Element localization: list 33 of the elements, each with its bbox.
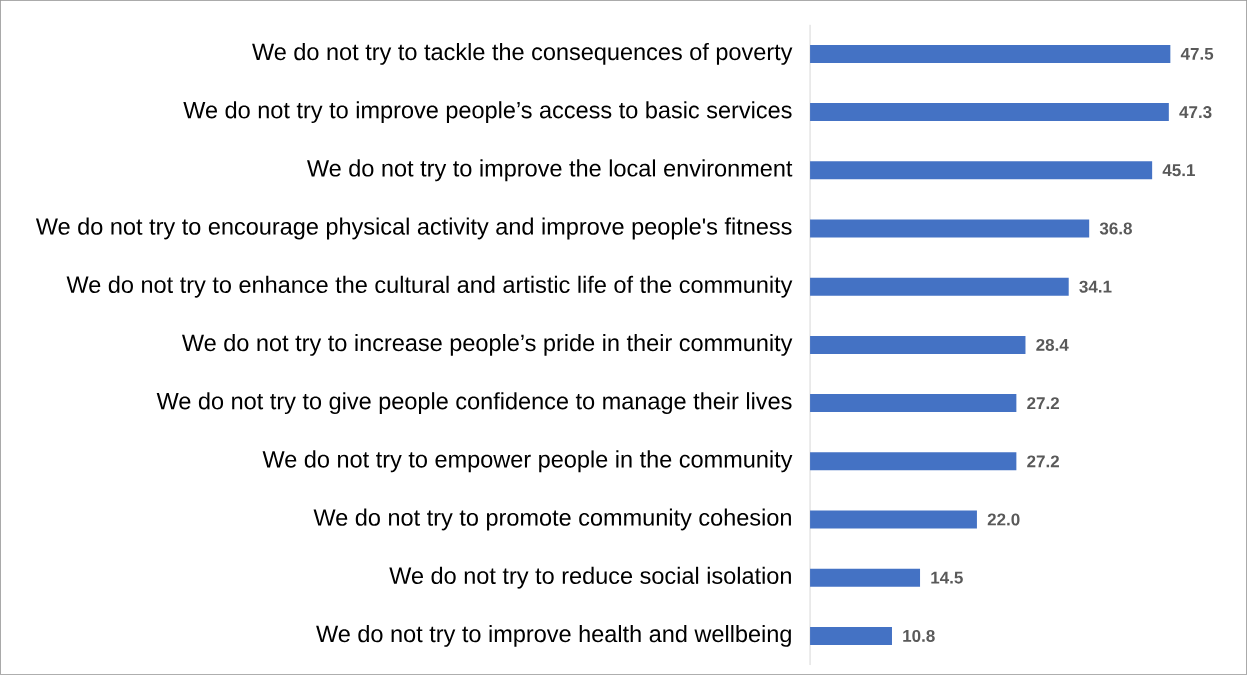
bar	[810, 103, 1169, 122]
data-label: 27.2	[1027, 397, 1059, 410]
y-tick-label: We do not try to give people confidence to manage their lives	[156, 392, 792, 415]
bar	[810, 336, 1026, 355]
y-tick-label: We do not try to promote community cohesion	[313, 508, 791, 531]
data-label: 28.4	[1036, 338, 1069, 352]
y-tick-label: We do not try to reduce social isolation	[389, 566, 791, 589]
data-label: 47.3	[1179, 106, 1212, 119]
y-tick-label: We do not try to encourage physical activity and improve people's fitness	[35, 217, 792, 240]
y-tick-label: We do not try to improve people’s access to basic services	[183, 101, 792, 124]
data-label: 27.2	[1027, 455, 1059, 468]
y-tick-label: We do not try to increase people’s pride in their community	[181, 334, 793, 356]
y-tick-label: We do not try to improve the local environment	[307, 159, 793, 182]
y-tick-label: We do not try to tackle the consequences of poverty	[252, 43, 793, 65]
data-label: 14.5	[931, 571, 963, 584]
bar	[810, 452, 1017, 471]
bar	[810, 277, 1069, 296]
data-label: 10.8	[903, 629, 935, 643]
data-label: 36.8	[1099, 222, 1132, 235]
y-tick-label: We do not try to improve health and wellbeing	[316, 625, 791, 647]
data-label: 47.5	[1180, 48, 1214, 60]
bar	[810, 161, 1153, 180]
bar	[810, 394, 1017, 413]
data-label: 45.1	[1162, 164, 1195, 177]
bar	[810, 219, 1090, 238]
bar	[810, 627, 892, 646]
y-tick-label: We do not try to enhance the cultural and artistic life of the community	[66, 275, 793, 298]
bar	[810, 45, 1171, 63]
data-label: 22.0	[987, 513, 1020, 526]
bar	[810, 568, 921, 587]
data-label: 34.1	[1079, 280, 1112, 293]
y-tick-label: We do not try to empower people in the community	[262, 450, 793, 473]
bar	[810, 510, 977, 529]
